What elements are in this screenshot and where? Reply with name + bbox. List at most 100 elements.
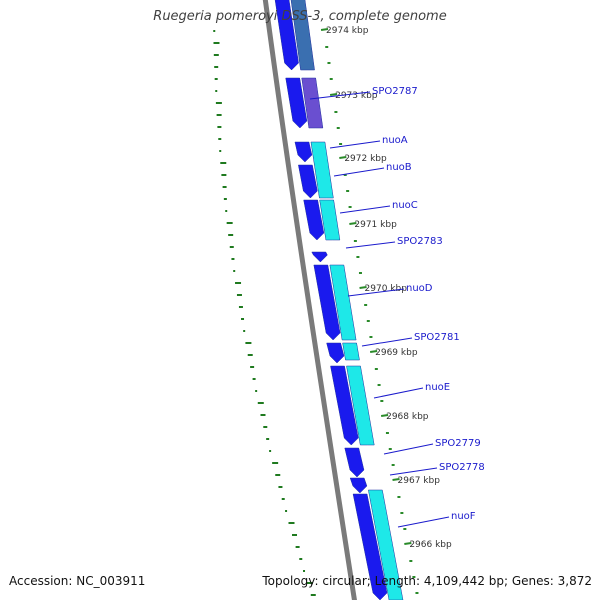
gc-dot xyxy=(214,66,219,68)
gc-dot xyxy=(220,162,227,164)
gene-label[interactable]: nuoD xyxy=(406,283,433,294)
gene-label-leader xyxy=(333,167,385,177)
gene-feature xyxy=(346,365,375,446)
gene-feature xyxy=(313,264,341,341)
gc-dot xyxy=(238,306,243,308)
gc-dot xyxy=(243,330,246,332)
gene-feature xyxy=(368,489,404,600)
tick-mark xyxy=(320,28,329,31)
gene-feature xyxy=(303,199,325,241)
minor-tick xyxy=(388,448,392,450)
gc-dot xyxy=(218,138,222,140)
minor-tick xyxy=(348,206,352,208)
gene-label-leader xyxy=(339,205,391,214)
tick-label: 2973 kbp xyxy=(335,91,378,101)
gene-feature xyxy=(342,342,360,361)
tick-label: 2970 kbp xyxy=(365,284,408,294)
gene-feature xyxy=(330,365,359,446)
minor-tick xyxy=(334,111,338,113)
gc-dot xyxy=(306,582,313,584)
minor-tick xyxy=(346,190,350,192)
gc-dot xyxy=(252,378,256,380)
minor-tick xyxy=(325,46,329,48)
gc-dot xyxy=(223,198,227,200)
gene-feature xyxy=(329,264,357,341)
tick-label: 2972 kbp xyxy=(344,154,387,164)
scale-ticks: 2974 kbp 2973 kbp 2972 kbp 2971 kbp 2970 kbp… xyxy=(320,26,452,594)
minor-tick xyxy=(380,400,384,402)
gene-feature xyxy=(294,141,313,163)
gc-dot xyxy=(214,78,218,80)
gc-dot xyxy=(215,90,218,92)
gc-dot xyxy=(275,474,281,476)
gene-label[interactable]: nuoC xyxy=(392,200,418,211)
gc-dot xyxy=(233,270,236,272)
gene-feature xyxy=(349,477,368,494)
gc-dot xyxy=(229,246,234,248)
gc-dot xyxy=(257,402,264,404)
gene-label[interactable]: nuoE xyxy=(425,382,450,393)
gc-dot xyxy=(221,174,227,176)
minor-tick xyxy=(385,432,389,434)
tick-label: 2974 kbp xyxy=(326,26,369,36)
gc-dot xyxy=(278,486,283,488)
gc-dot xyxy=(260,414,266,416)
gene-label-leader xyxy=(397,516,450,528)
gc-dot xyxy=(285,510,288,512)
gc-dot xyxy=(288,522,295,524)
gene-label-leader xyxy=(389,467,438,476)
gc-dot xyxy=(247,354,253,356)
gene-feature xyxy=(352,493,388,600)
minor-tick xyxy=(327,62,331,64)
minor-tick xyxy=(369,336,373,338)
gene-label[interactable]: SPO2778 xyxy=(439,462,485,473)
tick-mark xyxy=(339,156,347,159)
gc-dot xyxy=(292,534,298,536)
minor-tick xyxy=(329,78,333,80)
genome-backbone xyxy=(262,0,357,600)
gc-dot-track xyxy=(213,30,316,596)
gc-dot xyxy=(215,102,222,104)
gc-dot xyxy=(219,150,222,152)
tick-label: 2966 kbp xyxy=(409,540,452,550)
gc-dot xyxy=(228,234,234,236)
gene-label-leader xyxy=(309,91,371,100)
gene-label[interactable]: nuoB xyxy=(386,162,412,173)
gc-dot xyxy=(281,498,285,500)
gene-label-leader xyxy=(361,337,413,347)
tick-mark xyxy=(349,222,357,225)
gc-dot xyxy=(213,42,220,44)
gene-feature xyxy=(326,342,345,364)
gc-dot xyxy=(299,558,303,560)
gc-dot xyxy=(263,426,268,428)
minor-tick xyxy=(366,320,370,322)
gc-dot xyxy=(216,114,222,116)
gc-dot xyxy=(222,186,227,188)
gene-label[interactable]: SPO2783 xyxy=(397,236,443,247)
gc-dot xyxy=(245,342,252,344)
tick-mark xyxy=(329,93,338,96)
gc-dot xyxy=(269,450,272,452)
map-title: Ruegeria pomeroyi DSS-3, complete genome xyxy=(153,9,447,24)
gene-label[interactable]: nuoF xyxy=(451,511,476,522)
gene-labels: SPO2787 nuoA nuoB nuoC SPO2783 nuoD SPO2781 nuo… xyxy=(309,86,485,528)
gc-dot xyxy=(236,294,242,296)
minor-tick xyxy=(391,464,395,466)
gene-label[interactable]: SPO2779 xyxy=(435,438,481,449)
gene-feature xyxy=(290,0,315,71)
tick-mark xyxy=(404,542,412,545)
gene-feature xyxy=(310,141,334,199)
minor-tick xyxy=(377,384,381,386)
gc-dot xyxy=(272,462,279,464)
gc-dot xyxy=(213,54,219,56)
gene-label[interactable]: SPO2787 xyxy=(372,86,418,97)
gene-label[interactable]: SPO2781 xyxy=(414,332,460,343)
minor-tick xyxy=(412,576,416,578)
genome-summary-text: Topology: circular; Length: 4,109,442 bp… xyxy=(262,574,592,588)
gene-feature xyxy=(344,447,365,478)
gene-feature xyxy=(311,251,328,263)
gc-dot xyxy=(303,570,306,572)
gene-label[interactable]: nuoA xyxy=(382,135,408,146)
minor-tick xyxy=(374,368,378,370)
